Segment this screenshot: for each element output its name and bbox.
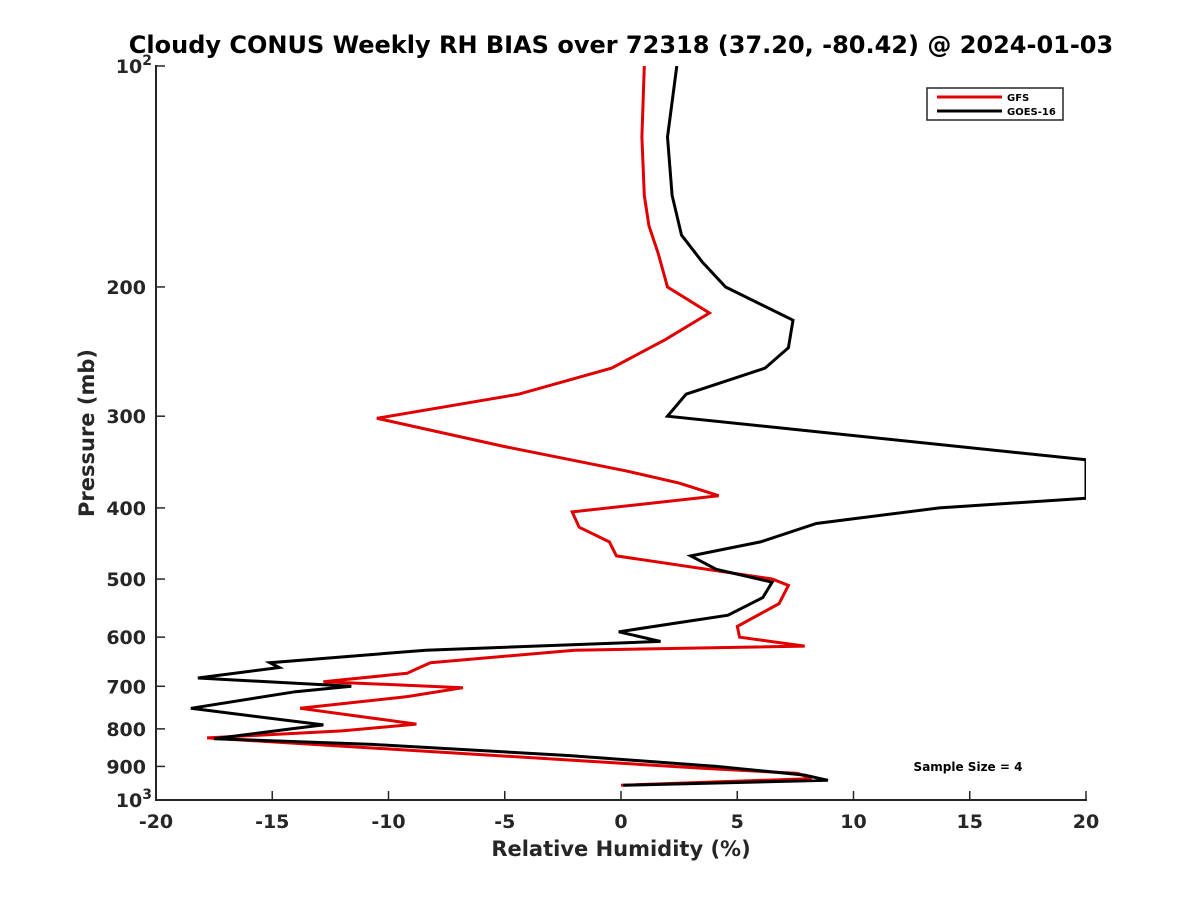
legend-label: GOES-16 — [1007, 107, 1056, 118]
y-tick-label: 900 — [106, 756, 146, 778]
x-tick-label: -10 — [371, 811, 405, 833]
plot-background — [156, 66, 1086, 800]
plot-area — [156, 66, 1086, 800]
x-tick-label: 5 — [731, 811, 744, 833]
x-axis-ticks: -20 -15 -10 -5 0 5 10 15 20 — [139, 791, 1099, 833]
y-tick-label: 500 — [106, 569, 146, 591]
y-tick-label: 102 — [116, 53, 152, 78]
legend-box — [926, 87, 1064, 121]
y-tick-label: 103 — [116, 787, 152, 812]
series-line-gfs — [207, 66, 813, 787]
x-tick-label: 20 — [1073, 811, 1099, 833]
x-tick-label: -5 — [494, 811, 515, 833]
y-tick-label: 600 — [106, 627, 146, 649]
x-tick-label: 0 — [614, 811, 627, 833]
chart-title: Cloudy CONUS Weekly RH BIAS over 72318 (… — [129, 31, 1113, 59]
x-tick-label: 15 — [957, 811, 983, 833]
x-tick-label: -15 — [255, 811, 289, 833]
legend-label: GFS — [1007, 93, 1029, 104]
y-tick-label: 700 — [106, 676, 146, 698]
y-tick-label: 300 — [106, 406, 146, 428]
y-tick-label: 800 — [106, 719, 146, 741]
x-tick-label: 10 — [840, 811, 866, 833]
x-axis-label: Relative Humidity (%) — [491, 837, 750, 861]
y-tick-label: 400 — [106, 498, 146, 520]
series-line-goes-16 — [190, 66, 1086, 787]
legend: GFS GOES-16 — [926, 87, 1064, 121]
y-axis-label: Pressure (mb) — [75, 349, 99, 517]
sample-size-annotation: Sample Size = 4 — [914, 760, 1023, 774]
x-tick-label: -20 — [139, 811, 173, 833]
y-tick-label: 200 — [106, 277, 146, 299]
y-axis-ticks: 102 200 300 400 500 600 700 800 900 103 — [106, 53, 165, 812]
series-layer — [190, 66, 1086, 787]
